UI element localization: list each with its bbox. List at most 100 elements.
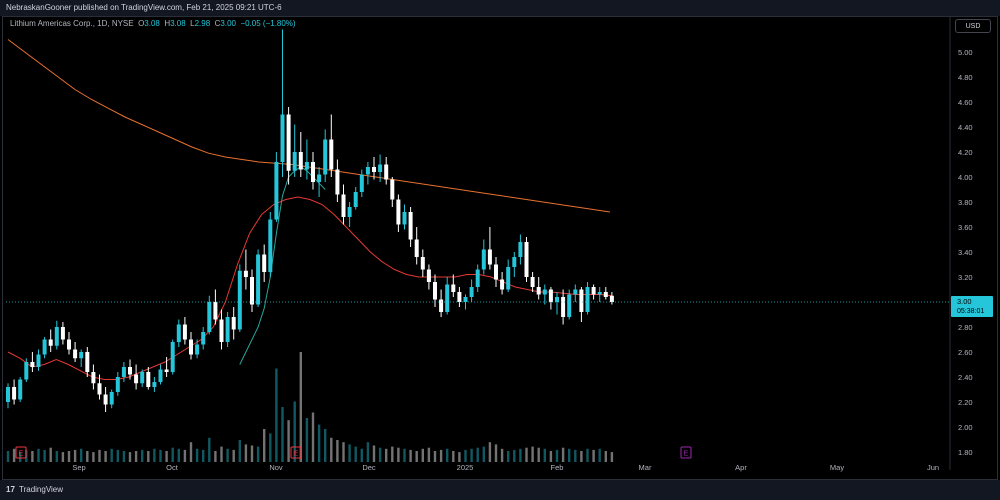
volume-bar xyxy=(287,420,290,462)
candle-body xyxy=(134,374,139,384)
candle-body xyxy=(237,270,242,330)
candle-body xyxy=(609,295,614,302)
volume-bar xyxy=(555,449,559,462)
volume-bar xyxy=(189,442,193,462)
candle-body xyxy=(463,297,468,302)
candle-body xyxy=(79,352,84,359)
candle-body xyxy=(182,324,187,340)
candle-body xyxy=(506,267,511,290)
x-tick-label: Nov xyxy=(269,463,283,472)
footer-bar: 17 TradingView xyxy=(0,480,1000,500)
candle-body xyxy=(384,164,389,180)
open-value: 3.08 xyxy=(144,19,160,28)
volume-bar xyxy=(409,449,412,462)
earnings-marker-label: E xyxy=(19,451,24,458)
volume-bar xyxy=(531,446,534,462)
volume-bar xyxy=(610,452,614,462)
y-tick-label: 4.80 xyxy=(958,73,973,82)
candle-body xyxy=(335,169,340,195)
volume-bar xyxy=(372,445,376,462)
candle-body xyxy=(536,287,541,295)
volume-bar xyxy=(421,448,424,462)
candle-body xyxy=(597,292,602,295)
volume-bar xyxy=(55,451,58,462)
volume-bar xyxy=(104,451,107,462)
candle-body xyxy=(201,332,206,345)
volume-bar xyxy=(73,449,77,462)
earnings-marker xyxy=(290,446,302,459)
volume-bar xyxy=(67,451,71,462)
chart-frame[interactable] xyxy=(2,16,998,480)
volume-bar xyxy=(299,352,302,462)
y-tick-label: 2.00 xyxy=(958,423,973,432)
volume-bar xyxy=(49,447,52,462)
earnings-marker-upcoming-label: E xyxy=(684,451,689,458)
candle-body xyxy=(487,249,492,265)
candle-body xyxy=(225,317,230,342)
y-tick-label: 3.80 xyxy=(958,198,973,207)
volume-bar xyxy=(378,447,382,462)
volume-bar xyxy=(513,449,516,462)
volume-bar xyxy=(592,449,595,462)
y-tick-label: 4.20 xyxy=(958,148,973,157)
candle-body xyxy=(30,362,35,367)
candle-body xyxy=(280,114,285,162)
candle-body xyxy=(591,287,596,295)
volume-bar xyxy=(275,368,278,462)
tradingview-logo-icon: 17 xyxy=(6,485,15,494)
volume-bar xyxy=(317,424,321,462)
candle-body xyxy=(304,162,309,170)
volume-bar xyxy=(305,418,309,462)
high-value: 3.08 xyxy=(170,19,186,28)
candle-body xyxy=(42,339,47,355)
chart-canvas[interactable]: 5.00 4.80 4.60 4.40 4.20 4.00 3.80 3.60 3.40 3.20… xyxy=(0,0,1000,480)
volume-bar xyxy=(385,448,388,462)
price-tag-value: 3.00 xyxy=(957,297,972,306)
volume-bar xyxy=(147,451,150,462)
volume-bar xyxy=(348,444,351,462)
publish-header: NebraskanGooner published on TradingView… xyxy=(0,0,1000,16)
volume-bar xyxy=(366,442,370,462)
volume-bar xyxy=(171,447,174,462)
candle-body xyxy=(189,339,193,355)
candle-body xyxy=(323,139,328,175)
volume-bar xyxy=(134,451,138,462)
x-tick-label: Feb xyxy=(551,463,564,472)
volume-bar xyxy=(165,451,168,462)
candle-body xyxy=(396,199,401,225)
candle-body xyxy=(146,372,151,387)
volume-bar xyxy=(476,447,479,462)
candle-body xyxy=(365,167,370,175)
volume-bar xyxy=(446,448,449,462)
volume-bar xyxy=(238,440,241,462)
volume-bar xyxy=(488,442,492,462)
volume-bar xyxy=(342,442,345,462)
volume-bar xyxy=(281,407,284,462)
volume-bar xyxy=(427,447,431,462)
candle-body xyxy=(426,269,431,282)
volume-bar xyxy=(500,448,504,462)
volume-bar xyxy=(525,447,528,462)
candle-body xyxy=(390,179,395,200)
volume-bar xyxy=(116,449,119,462)
x-tick-label: Dec xyxy=(362,463,376,472)
candle-body xyxy=(268,219,273,272)
candle-body xyxy=(6,387,10,402)
symbol-legend: Lithium Americas Corp., 1D, NYSE O3.08 H… xyxy=(10,19,296,28)
candle-body xyxy=(54,327,59,346)
close-value: 3.00 xyxy=(220,19,236,28)
earnings-marker-upcoming xyxy=(680,446,692,459)
volume-bar xyxy=(568,448,571,462)
volume-bar xyxy=(202,449,205,462)
candle-body xyxy=(18,379,23,400)
volume-bar xyxy=(311,412,315,462)
x-tick-label: Apr xyxy=(735,463,747,472)
volume-bar xyxy=(220,446,223,462)
candle-body xyxy=(329,139,334,170)
currency-button[interactable]: USD xyxy=(955,19,991,33)
y-tick-label: 4.40 xyxy=(958,123,973,132)
candle-body xyxy=(372,167,376,172)
volume-bar xyxy=(324,429,327,462)
y-tick-label: 2.80 xyxy=(958,323,973,332)
volume-bar xyxy=(226,448,229,462)
